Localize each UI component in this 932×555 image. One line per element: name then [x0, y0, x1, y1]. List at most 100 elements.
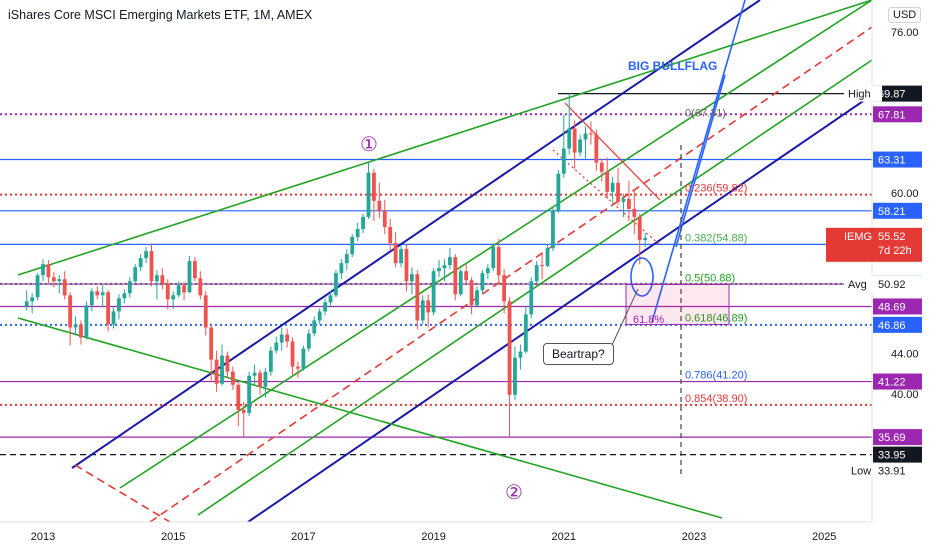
- candle-body: [447, 257, 452, 266]
- navy-channel-lower: [247, 94, 873, 523]
- candle-body: [420, 300, 425, 321]
- candle-body: [583, 133, 588, 140]
- candle-body: [551, 210, 555, 249]
- level-price-text: 33.95: [878, 450, 906, 462]
- candle-body: [404, 249, 409, 282]
- candle-body: [377, 200, 382, 211]
- candle-body: [46, 264, 51, 278]
- level-price-text: 69.87: [878, 89, 906, 101]
- chart-title: iShares Core MSCI Emerging Markets ETF, …: [6, 8, 315, 22]
- marker-1: ①: [360, 134, 378, 156]
- flag-upper: [564, 102, 661, 201]
- candle-body: [372, 172, 376, 201]
- y-tick-label: 40.00: [891, 389, 919, 401]
- fib-label: 0.854(38.90): [685, 393, 747, 405]
- candle-body: [572, 128, 577, 153]
- level-name: Low: [851, 466, 871, 478]
- candle-body: [241, 409, 246, 413]
- candle-body: [203, 295, 208, 328]
- time-axis-bg: [0, 522, 932, 550]
- candle-body: [442, 265, 447, 269]
- candle-body: [437, 268, 441, 272]
- beartrap-ellipse: [630, 257, 654, 297]
- candle-body: [73, 324, 78, 328]
- candle-body: [176, 285, 181, 296]
- candle-body: [247, 375, 252, 413]
- candle-body: [323, 302, 327, 312]
- candle-body: [621, 198, 626, 202]
- candle-body: [518, 351, 523, 358]
- candle-body: [263, 371, 268, 387]
- candle-body: [399, 249, 403, 264]
- fib-label: 0.236(59.82): [685, 183, 747, 195]
- candle-body: [632, 208, 637, 217]
- candle-body: [198, 278, 203, 296]
- candle-body: [279, 334, 284, 343]
- candle-body: [415, 274, 420, 321]
- candle-body: [366, 172, 371, 217]
- candle-body: [41, 264, 45, 276]
- level-price-tag: [873, 106, 922, 123]
- level-price-tag: [873, 373, 922, 390]
- candle-body: [431, 271, 436, 313]
- candle-body: [258, 372, 262, 387]
- candle-body: [534, 265, 539, 282]
- candle-body: [458, 271, 463, 295]
- candle-body: [95, 291, 100, 296]
- candle-body: [605, 171, 610, 192]
- candle-body: [393, 243, 398, 264]
- y-tick-label: 60.00: [891, 188, 919, 200]
- red-dashed-median: [149, 26, 873, 523]
- candle-body: [30, 297, 35, 302]
- level-name: Avg: [848, 279, 867, 291]
- last-price-countdown: 7d 22h: [878, 245, 912, 257]
- candle-body: [339, 263, 344, 274]
- candle-body: [578, 139, 582, 153]
- candle-body: [51, 277, 56, 282]
- x-tick-label: 2021: [552, 531, 576, 543]
- level-price-tag: [873, 85, 922, 102]
- candle-body: [182, 285, 186, 293]
- candle-body: [285, 334, 290, 342]
- candle-body: [513, 357, 517, 395]
- candle-body: [122, 293, 127, 299]
- level-price-text: 35.69: [878, 432, 906, 444]
- candle-body: [89, 291, 94, 306]
- x-tick-label: 2019: [421, 531, 445, 543]
- candle-body: [464, 271, 469, 281]
- level-name-bg: [847, 462, 878, 479]
- candle-body: [100, 292, 105, 296]
- candle-body: [361, 216, 365, 229]
- beartrap-callout[interactable]: Beartrap?: [543, 343, 614, 365]
- candle-body: [155, 275, 159, 282]
- candles: [24, 93, 648, 438]
- candle-body: [469, 280, 474, 306]
- candle-body: [496, 247, 501, 276]
- marker-2: ②: [505, 482, 523, 504]
- target-zone: [625, 283, 730, 326]
- x-tick-label: 2025: [812, 531, 836, 543]
- candle-body: [225, 355, 230, 372]
- candle-body: [426, 300, 431, 313]
- candle-body: [610, 182, 615, 192]
- candle-body: [187, 261, 192, 293]
- x-tick-label: 2013: [31, 531, 55, 543]
- candle-body: [599, 162, 604, 172]
- level-name-bg: [844, 276, 875, 293]
- candle-body: [350, 237, 355, 255]
- callout-pointer: [611, 288, 639, 346]
- x-tick-label: 2017: [291, 531, 315, 543]
- bullflag-arrow: [651, 0, 746, 323]
- candle-body: [637, 216, 642, 241]
- level-price-tag: [873, 276, 922, 293]
- level-price-tag: [873, 151, 922, 168]
- currency-badge[interactable]: USD: [888, 7, 922, 23]
- candle-body: [301, 348, 306, 369]
- candle-body: [133, 267, 138, 282]
- candle-body: [507, 301, 512, 395]
- candle-body: [485, 268, 490, 274]
- green-channel-upper: [119, 0, 873, 489]
- level-price-tag: [873, 298, 922, 315]
